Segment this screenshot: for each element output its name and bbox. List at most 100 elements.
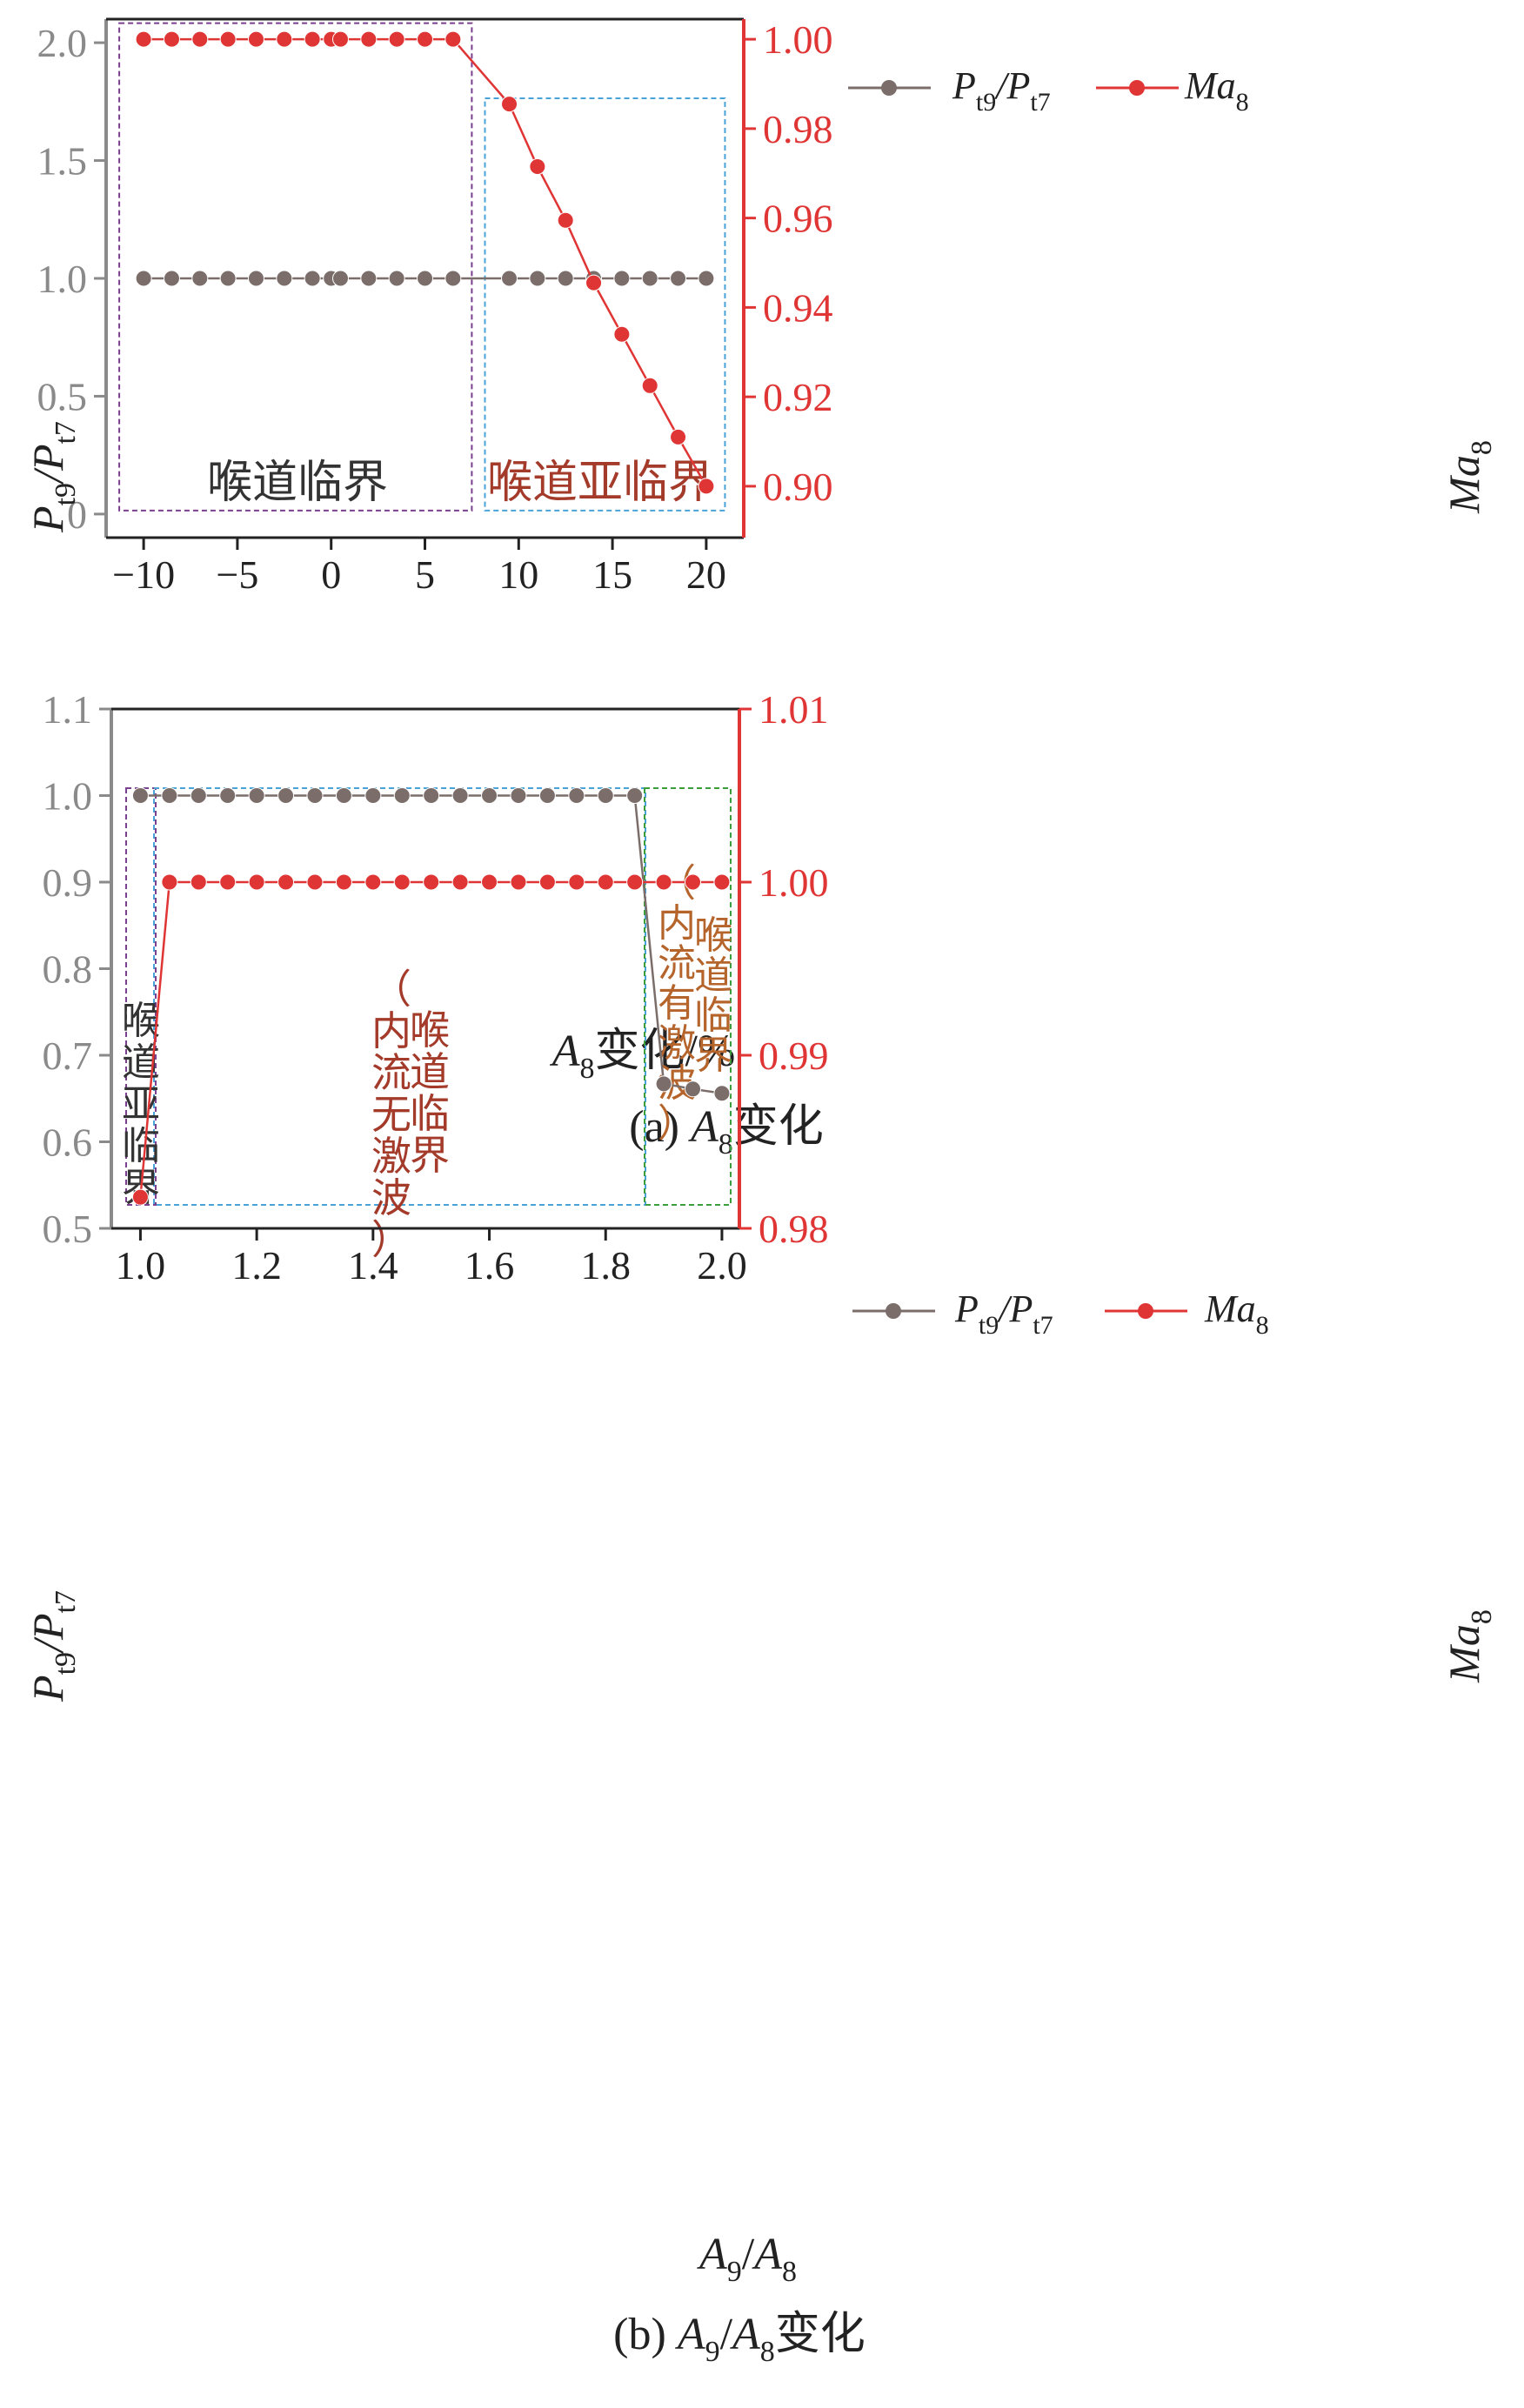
chart-a-pt-series-point	[360, 270, 378, 287]
chart-a-xtick-label: 20	[686, 552, 726, 597]
chart-b-legend-p: Pt9/Pt7	[954, 1288, 1053, 1340]
chart-b-ylabel-left: Pt9/Pt7	[23, 1590, 82, 1702]
region-a-critical	[118, 22, 473, 512]
chart-b-ma-series-point	[481, 873, 498, 891]
chart-b-ma-series-point	[597, 873, 614, 891]
chart-a-ma-series-point	[219, 30, 237, 48]
region-b-critical2-label: 界	[694, 1034, 732, 1077]
chart-a-pt-series-point	[670, 270, 687, 287]
chart-a-ma-series-point	[276, 30, 293, 48]
chart-a-ma-series-point	[501, 96, 518, 113]
chart-b-ytick-left-label: 0.7	[43, 1033, 93, 1078]
chart-a-ma-series-point	[135, 30, 152, 48]
chart-a-ma-series-point	[163, 30, 180, 48]
region-a-subcritical	[484, 97, 726, 512]
chart-a-pt-series-point	[219, 270, 237, 287]
chart-a-ma-series-point	[191, 30, 209, 48]
chart-a-legend-ma: Ma8	[1184, 64, 1249, 117]
chart-b-ytick-right-label: 1.00	[759, 860, 829, 905]
region-b-noshock-label: 内	[371, 1009, 411, 1054]
chart-b-pt-series-point	[306, 787, 324, 804]
region-b-shock-label: ）	[658, 1102, 696, 1145]
chart-b-xtick-label: 1.8	[580, 1243, 631, 1288]
chart-b-ma-series-point	[655, 873, 672, 891]
chart-b-pt-series-point	[161, 787, 178, 804]
chart-a-pt-series-point	[613, 270, 631, 287]
region-b-subcritical-label: 喉	[122, 1000, 160, 1042]
chart-b-ytick-left-label: 0.5	[43, 1207, 93, 1251]
chart-b-labels: Pt9/Pt7 Ma8 A9/A8 (b) A9/A8变化	[23, 1590, 1498, 2368]
chart-a-pt-series-point	[417, 270, 433, 287]
region-b-noshock-label: 流	[371, 1051, 411, 1095]
chart-b-legend: Pt9/Pt7 Ma8	[852, 1288, 1269, 1340]
chart-a-xlabel: A8变化/%	[550, 1027, 736, 1085]
region-b-critical-label: 界	[410, 1134, 450, 1178]
chart-a-pt-series-point	[191, 270, 209, 287]
region-b-noshock-label: ）	[371, 1218, 411, 1262]
chart-b-axes: 1.0 1.2 1.4 1.6 1.8 2.0 0.5 0.6 0.7 0.8 0.9 1.0 1.1 0…	[43, 687, 829, 1288]
region-b-critical2-label: 道	[694, 954, 732, 997]
chart-b-ylabel-right: Ma8	[1440, 1609, 1498, 1683]
chart-b-pt-series-point	[510, 787, 527, 804]
chart-a-xtick-label: −10	[112, 552, 175, 597]
chart-b-ma-series-point	[626, 873, 644, 891]
chart-a-ytick-right-label: 0.90	[763, 465, 833, 509]
chart-b-ma-series-point	[685, 873, 702, 891]
chart-b-ma-series-point	[538, 873, 556, 891]
chart-b-ma-series-point	[190, 873, 207, 891]
chart-a-ytick-right-label: 0.98	[763, 107, 833, 151]
chart-a-ma-series-point	[304, 30, 321, 48]
chart-b-pt-series-point	[335, 787, 352, 804]
region-b-critical-label: 道	[410, 1050, 450, 1094]
chart-a-ytick-right-label: 0.96	[763, 197, 833, 241]
chart-b-ma-series-point	[248, 873, 265, 891]
chart-b-ytick-left-label: 1.1	[43, 687, 93, 732]
chart-b-pt-series-point	[568, 787, 585, 804]
chart-b-pt-series-point	[219, 787, 237, 804]
region-a-critical-label: 喉道临界	[207, 458, 388, 508]
region-a-subcritical-label: 喉道亚临界	[487, 458, 713, 508]
chart-b-ytick-right-label: 0.99	[759, 1033, 829, 1078]
chart-a-ma-series-point	[529, 158, 546, 176]
chart-b-ma-series-point	[364, 873, 382, 891]
region-b-shock-label: 激	[658, 1022, 696, 1065]
chart-b-ma-series-point	[131, 1188, 149, 1206]
chart-b-ma-series-point	[713, 873, 731, 891]
chart-a-xtick-label: 0	[321, 552, 341, 597]
chart-b-xtick-label: 2.0	[697, 1243, 747, 1288]
chart-b-ytick-right-label: 0.98	[759, 1207, 829, 1251]
chart-b-pt-series-point	[451, 787, 469, 804]
chart-a-ma-series-line	[144, 37, 707, 487]
chart-a-xtick-label: 10	[498, 552, 538, 597]
chart-a-ytick-right-label: 0.94	[763, 285, 833, 330]
chart-a-pt-series-point	[388, 270, 405, 287]
chart-a-regions: 喉道临界 喉道亚临界	[118, 22, 726, 512]
region-b-critical2-label: 喉	[694, 914, 732, 957]
region-b-shock-label: 有	[658, 982, 696, 1025]
chart-a-ma-series-point	[444, 30, 462, 48]
chart-b-ma-series-point	[510, 873, 527, 891]
chart-b-ma-series-point	[335, 873, 352, 891]
chart-a-legend: Pt9/Pt7 Ma8	[848, 64, 1249, 117]
chart-a-pt-series-point	[641, 270, 658, 287]
region-b-critical-label: 喉	[410, 1008, 450, 1053]
chart-a-ma-series-point	[698, 478, 715, 495]
chart-b-pt-series-point	[248, 787, 265, 804]
chart-b-xtick-label: 1.4	[348, 1243, 398, 1288]
chart-a-xtick-label: 15	[592, 552, 632, 597]
chart-b-ma-series-point	[568, 873, 585, 891]
chart-a-ma-series-point	[641, 377, 658, 394]
chart-b-pt-series-point	[685, 1080, 702, 1098]
region-b-noshock-label: 无	[371, 1093, 411, 1137]
chart-b-pt-series-point	[277, 787, 295, 804]
chart-b-ma-series-point	[161, 873, 178, 891]
region-b-noshock-label: 波	[371, 1176, 411, 1221]
chart-b-ma-series-point	[277, 873, 295, 891]
chart-b-ma-series-point	[219, 873, 237, 891]
chart-a-pt-series-point	[557, 270, 574, 287]
chart-b-pt-series-point	[481, 787, 498, 804]
region-b-critical-label: 临	[410, 1092, 450, 1136]
chart-b-pt-series-point	[131, 787, 149, 804]
chart-a-labels: Pt9/Pt7 Ma8 A8变化/% (a) A8变化	[23, 421, 1498, 1161]
region-b-noshock-label: （	[371, 967, 411, 1012]
